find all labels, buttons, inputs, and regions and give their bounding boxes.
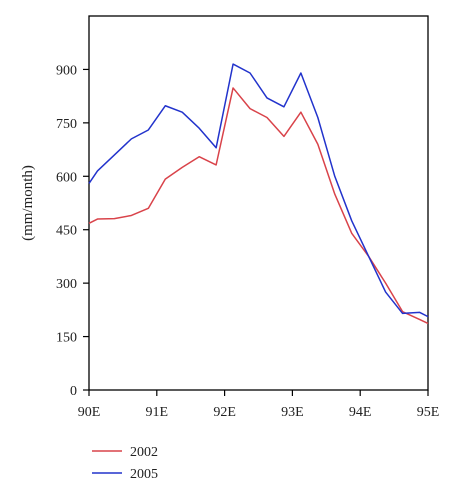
x-tick-label: 93E: [281, 405, 304, 420]
legend-label-2002: 2002: [130, 445, 158, 460]
series-line-2002: [88, 87, 429, 325]
series-lines: [88, 63, 429, 325]
y-tick-label: 0: [70, 384, 77, 399]
x-tick-label: 91E: [146, 405, 169, 420]
x-tick-label: 90E: [78, 405, 101, 420]
x-tick-label: 92E: [213, 405, 236, 420]
legend: 2002 2005: [92, 445, 158, 482]
y-tick-label: 750: [56, 117, 77, 132]
y-tick-label: 300: [56, 277, 77, 292]
y-axis-label: (mm/month): [20, 165, 36, 241]
x-tick-label: 95E: [417, 405, 440, 420]
plot-frame: [88, 15, 429, 391]
y-tick-label: 900: [56, 63, 77, 78]
y-tick-label: 150: [56, 331, 77, 346]
y-tick-label: 450: [56, 224, 77, 239]
legend-label-2005: 2005: [130, 467, 158, 482]
x-axis-ticks: 90E 91E 92E 93E 94E 95E: [78, 390, 440, 420]
x-tick-label: 94E: [349, 405, 372, 420]
y-tick-label: 600: [56, 170, 77, 185]
y-axis-ticks: 0 150 300 450 600 750 900: [56, 63, 89, 399]
series-line-2005: [88, 63, 429, 318]
